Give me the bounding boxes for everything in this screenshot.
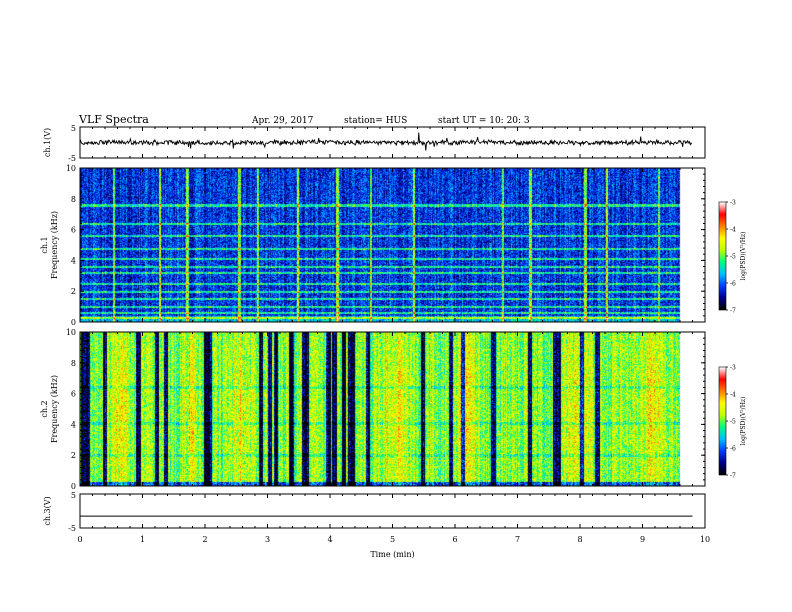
spec1-frame — [79, 167, 706, 323]
ch1-ylabel: ch.1(V) — [43, 128, 52, 157]
ch1-colorbar-label: log(PSD)(V²/Hz) — [740, 232, 747, 281]
spec2-ylabel-frequency: Frequency (kHz) — [50, 375, 59, 443]
x-tick-label: 2 — [202, 535, 207, 544]
spec1-ylabel-channel: ch.1 — [40, 236, 49, 253]
y-tick-label: 5 — [71, 124, 76, 133]
ch2-colorbar-image — [719, 367, 726, 475]
y-tick-label: 0 — [71, 318, 76, 327]
y-tick-label: 8 — [71, 195, 76, 204]
y-tick-label: 8 — [71, 359, 76, 368]
colorbar-tick-label: -6 — [730, 446, 736, 453]
colorbar-tick-label: -7 — [730, 473, 736, 480]
x-tick-label: 6 — [452, 535, 457, 544]
ch2-spectrogram-image — [80, 332, 692, 486]
ch2-colorbar-frame — [718, 366, 727, 476]
y-tick-label: 2 — [71, 287, 76, 296]
ch3-frame — [79, 493, 706, 529]
station-label: station= HUS — [344, 116, 408, 126]
spec1-ylabel-frequency: Frequency (kHz) — [50, 211, 59, 279]
x-tick-label: 10 — [700, 535, 710, 544]
x-tick-label: 5 — [390, 535, 395, 544]
y-tick-label: 2 — [71, 451, 76, 460]
y-tick-label: 10 — [66, 328, 76, 337]
ch3-ylabel: ch.3(V) — [43, 496, 52, 525]
figure-title: VLF Spectra — [79, 113, 149, 126]
spec2-frame — [79, 331, 706, 487]
ch1-spectrogram-image — [80, 168, 692, 322]
spec2-ylabel-channel: ch.2 — [40, 400, 49, 417]
y-tick-label: 6 — [71, 390, 76, 399]
ch2-colorbar-label: log(PSD)(V²/Hz) — [740, 397, 747, 446]
x-tick-label: 4 — [327, 535, 332, 544]
ch1-colorbar-frame — [718, 201, 727, 311]
ch1-waveform-panel: 5 -5 ch.1(V) — [43, 124, 706, 163]
x-tick-label: 3 — [265, 535, 270, 544]
colorbar-tick-label: -6 — [730, 281, 736, 288]
date-label: Apr. 29, 2017 — [252, 116, 314, 126]
y-tick-label: -5 — [68, 154, 76, 163]
x-tick-label: 8 — [577, 535, 582, 544]
ch1-spectrogram-panel: 0 2 4 6 8 10 ch.1 Frequency (kHz) — [40, 164, 706, 327]
x-tick-label: 7 — [515, 535, 520, 544]
colorbar-tick-label: -5 — [730, 254, 736, 261]
x-tick-label: 0 — [77, 535, 82, 544]
colorbars: -3 -4 -5 -6 -7 log(PSD)(V²/Hz) -3 -4 -5 -6 -7 log(P… — [718, 200, 747, 480]
ch3-waveform-panel: 5 -5 ch.3(V) 0 1 2 3 4 5 6 7 8 9 10 Time (min) — [43, 491, 710, 559]
colorbar-tick-label: -7 — [730, 308, 736, 315]
ch1-colorbar-image — [719, 202, 726, 310]
y-tick-label: 5 — [71, 491, 76, 500]
y-tick-label: 10 — [66, 164, 76, 173]
colorbar-tick-label: -4 — [730, 392, 736, 399]
start-time-label: start UT = 10: 20: 3 — [438, 116, 530, 126]
y-tick-label: 0 — [71, 482, 76, 491]
y-tick-label: 6 — [71, 226, 76, 235]
y-tick-label: 4 — [71, 420, 76, 429]
colorbar-tick-label: -5 — [730, 419, 736, 426]
y-tick-label: -5 — [68, 524, 76, 533]
y-tick-label: 4 — [71, 256, 76, 265]
ch1-trace — [79, 132, 693, 151]
x-tick-label: 1 — [140, 535, 145, 544]
colorbar-tick-label: -3 — [730, 365, 736, 372]
x-tick-label: 9 — [640, 535, 645, 544]
ch2-spectrogram-panel: 0 2 4 6 8 10 ch.2 Frequency (kHz) — [40, 328, 706, 491]
colorbar-tick-label: -3 — [730, 200, 736, 207]
colorbar-tick-label: -4 — [730, 227, 736, 234]
x-axis-title: Time (min) — [370, 550, 414, 559]
